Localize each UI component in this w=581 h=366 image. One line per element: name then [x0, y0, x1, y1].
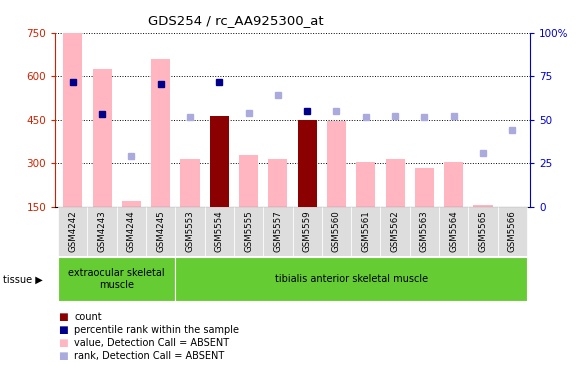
Text: tissue ▶: tissue ▶ [3, 275, 42, 285]
Text: percentile rank within the sample: percentile rank within the sample [74, 325, 239, 335]
FancyBboxPatch shape [498, 207, 527, 256]
FancyBboxPatch shape [87, 207, 117, 256]
Bar [386, 159, 404, 207]
Bar [92, 69, 112, 207]
Text: GSM5566: GSM5566 [508, 211, 517, 253]
Bar [297, 120, 317, 207]
FancyBboxPatch shape [205, 207, 234, 256]
FancyBboxPatch shape [175, 257, 527, 301]
FancyBboxPatch shape [234, 207, 263, 256]
Text: rank, Detection Call = ABSENT: rank, Detection Call = ABSENT [74, 351, 225, 361]
Text: GSM5555: GSM5555 [244, 211, 253, 253]
Bar [63, 33, 83, 207]
Bar [444, 162, 463, 207]
FancyBboxPatch shape [468, 207, 498, 256]
Text: GSM5554: GSM5554 [215, 211, 224, 253]
Text: ■: ■ [58, 311, 68, 322]
Text: GSM4244: GSM4244 [127, 211, 136, 253]
FancyBboxPatch shape [58, 257, 175, 301]
Text: GSM5562: GSM5562 [390, 211, 400, 253]
Title: GDS254 / rc_AA925300_at: GDS254 / rc_AA925300_at [148, 14, 324, 27]
FancyBboxPatch shape [439, 207, 468, 256]
FancyBboxPatch shape [58, 207, 87, 256]
Bar [327, 121, 346, 207]
Text: GSM5561: GSM5561 [361, 211, 370, 253]
Text: GSM4245: GSM4245 [156, 211, 165, 253]
Text: GSM5564: GSM5564 [449, 211, 458, 253]
Text: GSM5565: GSM5565 [479, 211, 487, 253]
FancyBboxPatch shape [351, 207, 381, 256]
Text: GSM5553: GSM5553 [185, 211, 195, 253]
FancyBboxPatch shape [263, 207, 293, 256]
Text: ■: ■ [58, 338, 68, 348]
Bar [356, 162, 375, 207]
Text: ■: ■ [58, 325, 68, 335]
FancyBboxPatch shape [146, 207, 175, 256]
Text: tibialis anterior skeletal muscle: tibialis anterior skeletal muscle [275, 274, 428, 284]
Text: GSM5557: GSM5557 [274, 211, 282, 253]
Bar [122, 201, 141, 207]
Text: GSM5560: GSM5560 [332, 211, 341, 253]
Text: ■: ■ [58, 351, 68, 361]
FancyBboxPatch shape [322, 207, 351, 256]
Text: GSM5563: GSM5563 [420, 211, 429, 253]
FancyBboxPatch shape [381, 207, 410, 256]
Text: GSM4242: GSM4242 [69, 211, 77, 253]
FancyBboxPatch shape [293, 207, 322, 256]
Text: value, Detection Call = ABSENT: value, Detection Call = ABSENT [74, 338, 229, 348]
Text: count: count [74, 311, 102, 322]
FancyBboxPatch shape [117, 207, 146, 256]
Bar [474, 205, 493, 207]
Bar [181, 159, 199, 207]
Text: GSM4243: GSM4243 [98, 211, 106, 253]
Bar [239, 155, 258, 207]
Bar [268, 159, 288, 207]
Text: GSM5559: GSM5559 [303, 211, 311, 253]
Bar [210, 116, 229, 207]
FancyBboxPatch shape [410, 207, 439, 256]
Bar [210, 116, 229, 207]
Bar [415, 168, 434, 207]
FancyBboxPatch shape [175, 207, 205, 256]
Bar [151, 59, 170, 207]
Text: extraocular skeletal
muscle: extraocular skeletal muscle [69, 268, 165, 290]
